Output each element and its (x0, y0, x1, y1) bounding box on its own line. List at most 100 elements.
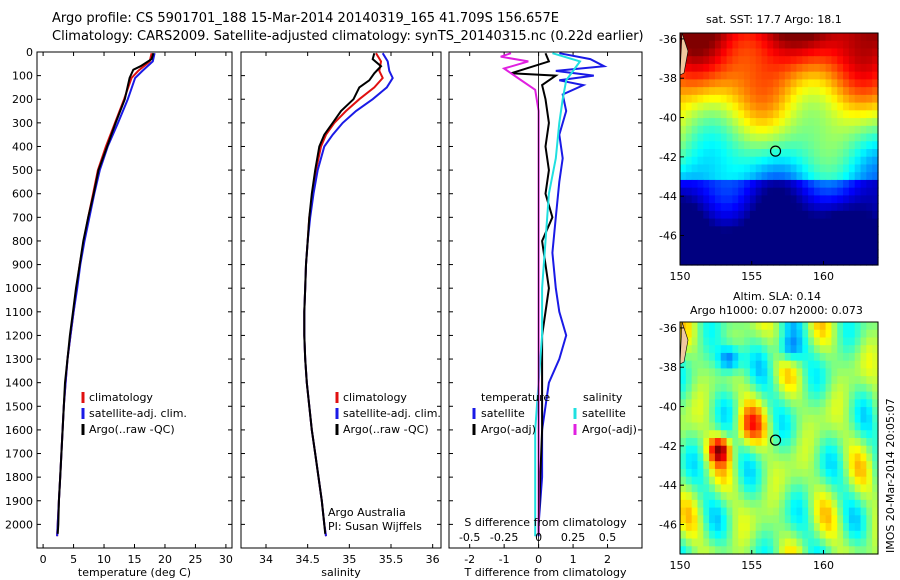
depth-tick-label: 700 (12, 211, 33, 224)
temperature-legend-label: satellite-adj. clim. (89, 407, 187, 420)
sst-map-coastline (679, 32, 689, 76)
salinity-xtick-label: 35 (342, 553, 356, 566)
depth-tick-label: 1700 (5, 448, 33, 461)
difference-s-tick-label: 0 (535, 531, 542, 544)
temperature-xtick-label: 5 (70, 553, 77, 566)
depth-tick-label: 800 (12, 235, 33, 248)
difference-t-tick-label: 0 (535, 553, 542, 566)
sst-map-xtick-label: 155 (741, 270, 762, 283)
sst-map-title: sat. SST: 17.7 Argo: 18.1 (706, 13, 842, 26)
temperature-series-satellite-adj-clim- (56, 52, 156, 537)
depth-tick-label: 600 (12, 188, 33, 201)
salinity-legend-label: climatology (343, 391, 407, 404)
sla-map-ytick-label: -38 (659, 361, 677, 374)
depth-tick-label: 100 (12, 70, 33, 83)
sla-map-xtick-label: 155 (741, 559, 762, 572)
sla-map-ytick-label: -36 (659, 322, 677, 335)
temperature-xlabel: temperature (deg C) (78, 566, 191, 579)
difference-frame (448, 51, 643, 549)
depth-tick-label: 1600 (5, 424, 33, 437)
salinity-legend-label: satellite-adj. clim. (343, 407, 441, 420)
difference-s-tick-label: -0.5 (459, 531, 480, 544)
depth-tick-label: 900 (12, 259, 33, 272)
sla-map-frame (679, 321, 879, 555)
difference-s-tick-label: 0.25 (561, 531, 586, 544)
depth-tick-label: 2000 (5, 518, 33, 531)
difference-t-tick-label: -2 (464, 553, 475, 566)
difference-s-label: S difference from climatology (464, 516, 627, 529)
temperature-frame (36, 51, 233, 549)
difference-s-tick-label: 0.5 (599, 531, 617, 544)
depth-tick-label: 1900 (5, 495, 33, 508)
diff-legend-header-salinity: salinity (583, 391, 623, 404)
temperature-legend-label: climatology (89, 391, 153, 404)
credit-text: Argo Australia (328, 506, 406, 519)
sst-map-ytick-label: -44 (659, 190, 677, 203)
sla-map-ytick-label: -44 (659, 479, 677, 492)
depth-tick-label: 1000 (5, 282, 33, 295)
difference-series-salinity-satellite (534, 52, 582, 537)
salinity-frame (240, 51, 442, 549)
sst-map-ytick-label: -42 (659, 151, 677, 164)
salinity-legend-label: Argo(..raw -QC) (343, 423, 429, 436)
sla-map-title-1: Altim. SLA: 0.14 (733, 290, 822, 303)
depth-tick-label: 500 (12, 164, 33, 177)
temperature-xtick-label: 15 (128, 553, 142, 566)
pi-text: PI: Susan Wijffels (328, 520, 422, 533)
sla-map-coastline (679, 321, 689, 365)
difference-series-temperature-argo-adj- (510, 52, 559, 534)
diff-legend-salinity-label: Argo(-adj) (582, 423, 637, 436)
temperature-xtick-label: 30 (219, 553, 233, 566)
sla-map-xtick-label: 150 (670, 559, 691, 572)
temperature-xtick-label: 0 (40, 553, 47, 566)
depth-tick-label: 1500 (5, 400, 33, 413)
sla-map-image (680, 322, 879, 555)
difference-t-tick-label: 2 (604, 553, 611, 566)
depth-tick-label: 1300 (5, 353, 33, 366)
figure-title-line1: Argo profile: CS 5901701_188 15-Mar-2014… (52, 11, 560, 26)
difference-xlabel: T difference from climatology (464, 566, 627, 579)
depth-tick-label: 1100 (5, 306, 33, 319)
salinity-xlabel: salinity (321, 566, 361, 579)
depth-tick-label: 1400 (5, 377, 33, 390)
difference-t-tick-label: 1 (570, 553, 577, 566)
sst-map-xtick-label: 150 (670, 270, 691, 283)
depth-tick-label: 1200 (5, 329, 33, 342)
difference-s-tick-label: -0.25 (490, 531, 518, 544)
sst-map-ytick-label: -36 (659, 33, 677, 46)
figure-title-line2: Climatology: CARS2009. Satellite-adjuste… (52, 29, 644, 44)
depth-tick-label: 300 (12, 117, 33, 130)
temperature-xtick-label: 10 (97, 553, 111, 566)
salinity-xtick-label: 34.5 (295, 553, 320, 566)
temperature-xtick-label: 25 (188, 553, 202, 566)
salinity-xtick-label: 34 (259, 553, 273, 566)
depth-tick-label: 0 (26, 46, 33, 59)
difference-series-temperature-satellite (537, 52, 608, 537)
difference-series-salinity-argo-adj- (500, 52, 540, 534)
temperature-legend-label: Argo(..raw -QC) (89, 423, 175, 436)
diff-legend-temperature-label: Argo(-adj) (481, 423, 536, 436)
sst-map-argo-marker (769, 145, 782, 157)
difference-t-tick-label: -1 (499, 553, 510, 566)
salinity-xtick-label: 35.5 (379, 553, 404, 566)
temperature-series-argo-raw-qc- (56, 52, 155, 534)
temperature-xtick-label: 20 (158, 553, 172, 566)
sst-map-ytick-label: -46 (659, 230, 677, 243)
sla-map-ytick-label: -42 (659, 440, 677, 453)
temperature-series-climatology (56, 52, 153, 537)
diff-legend-header-temperature: temperature (481, 391, 550, 404)
salinity-xtick-label: 36 (426, 553, 440, 566)
sla-map-xtick-label: 160 (813, 559, 834, 572)
sla-map-ytick-label: -46 (659, 519, 677, 532)
sla-map-ytick-label: -40 (659, 401, 677, 414)
depth-tick-label: 1800 (5, 471, 33, 484)
sst-map-frame (679, 32, 879, 266)
sla-map-argo-marker (769, 434, 782, 446)
depth-tick-label: 200 (12, 93, 33, 106)
sst-map-xtick-label: 160 (813, 270, 834, 283)
salinity-series-argo-raw-qc- (303, 52, 383, 534)
diff-legend-salinity-label: satellite (582, 407, 626, 420)
diff-legend-temperature-label: satellite (481, 407, 525, 420)
sla-map-title-2: Argo h1000: 0.07 h2000: 0.073 (690, 304, 863, 317)
